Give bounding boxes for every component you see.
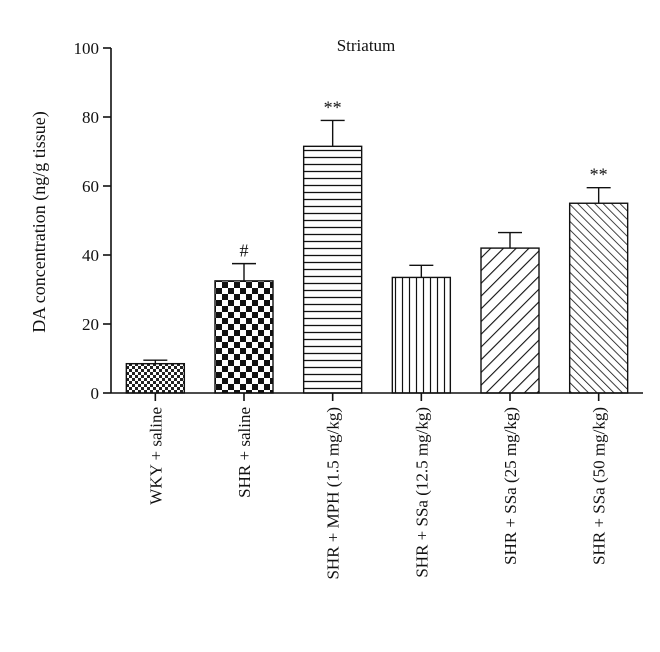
bar (302, 145, 363, 394)
x-axis: WKY + saline SHR + saline SHR + MPH (1.5 m… (111, 392, 643, 580)
significance-marker: ** (324, 97, 342, 117)
y-axis: 0 20 40 60 80 100 (74, 39, 112, 403)
bar (568, 202, 629, 394)
y-tick-label: 60 (82, 177, 99, 196)
y-tick-label: 0 (91, 384, 100, 403)
y-axis-label: DA concentration (ng/g tissue) (29, 111, 50, 332)
bar (480, 247, 540, 394)
bar (125, 362, 186, 394)
x-category-label: SHR + SSa (12.5 mg/kg) (412, 407, 431, 578)
bars: # ** ** (125, 97, 629, 394)
y-tick-label: 100 (74, 39, 100, 58)
y-tick-label: 80 (82, 108, 99, 127)
bar (391, 276, 452, 394)
y-tick-label: 20 (82, 315, 99, 334)
x-category-label: WKY + saline (146, 407, 165, 505)
significance-marker: # (240, 241, 249, 261)
x-category-label: SHR + MPH (1.5 mg/kg) (324, 407, 343, 580)
y-tick-label: 40 (82, 246, 99, 265)
significance-marker: ** (590, 165, 608, 185)
x-category-label: SHR + SSa (50 mg/kg) (590, 407, 609, 565)
x-category-label: SHR + SSa (25 mg/kg) (501, 407, 520, 565)
chart-title: Striatum (337, 36, 396, 55)
x-category-label: SHR + saline (235, 407, 254, 498)
bar (214, 280, 274, 394)
